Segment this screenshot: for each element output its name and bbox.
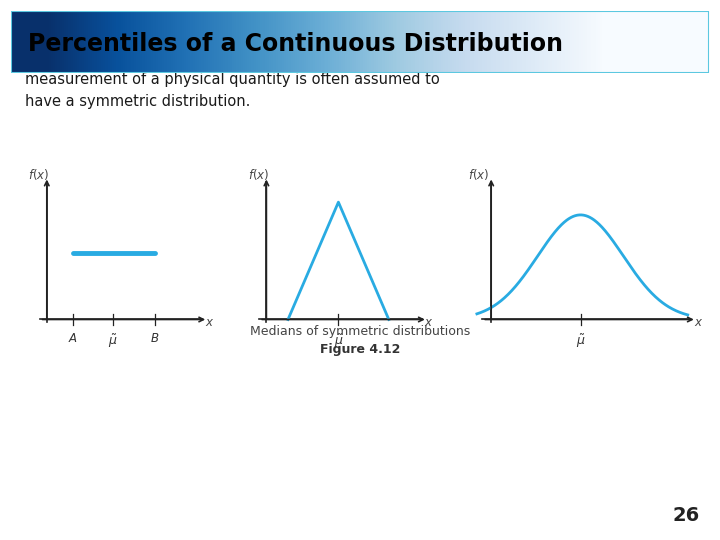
Text: Figure 4.12: Figure 4.12: [320, 343, 400, 356]
Text: $A$: $A$: [68, 332, 78, 345]
Text: $\tilde{\mu}$: $\tilde{\mu}$: [333, 332, 343, 350]
Text: $x$: $x$: [694, 316, 703, 329]
Text: $x$: $x$: [425, 316, 433, 329]
Text: Medians of symmetric distributions: Medians of symmetric distributions: [250, 326, 470, 339]
Text: 26: 26: [672, 506, 700, 525]
Text: $f(x)$: $f(x)$: [468, 167, 490, 182]
Text: $\tilde{\mu}$: $\tilde{\mu}$: [576, 332, 585, 350]
Text: have a symmetric distribution.: have a symmetric distribution.: [25, 94, 251, 109]
Text: Percentiles of a Continuous Distribution: Percentiles of a Continuous Distribution: [28, 32, 563, 56]
Text: $x$: $x$: [205, 316, 214, 329]
Text: $\tilde{\mu}$: $\tilde{\mu}$: [108, 332, 118, 350]
Text: Figure 4. 12 gives several examples. The error in a: Figure 4. 12 gives several examples. The…: [25, 50, 397, 65]
Text: $f(x)$: $f(x)$: [28, 167, 50, 182]
Text: $B$: $B$: [150, 332, 159, 345]
Text: measurement of a physical quantity is often assumed to: measurement of a physical quantity is of…: [25, 72, 440, 87]
Text: $f(x)$: $f(x)$: [248, 167, 269, 182]
